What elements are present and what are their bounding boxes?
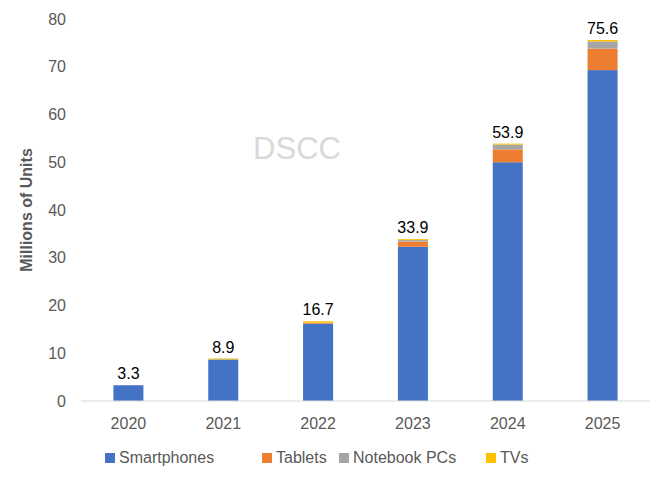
y-tick-label: 30: [48, 249, 66, 266]
y-tick: [79, 401, 81, 402]
x-tick-label: 2024: [490, 415, 526, 432]
x-tick-label: 2023: [395, 415, 431, 432]
legend-label: Notebook PCs: [353, 449, 456, 466]
y-axis-label: Millions of Units: [18, 148, 35, 272]
legend-swatch: [262, 453, 272, 463]
bar-segment: [398, 240, 428, 241]
bar-segment: [113, 385, 143, 386]
y-tick-label: 0: [57, 393, 66, 410]
bar-segment: [588, 41, 618, 48]
total-label: 33.9: [397, 219, 428, 236]
bar-segment: [398, 239, 428, 241]
y-tick-label: 70: [48, 58, 66, 75]
bar-segment: [208, 358, 238, 360]
y-tick-label: 50: [48, 154, 66, 171]
total-label: 75.6: [587, 20, 618, 37]
legend-swatch: [105, 453, 115, 463]
chart-svg: DSCC 0 10 20 30 40 50 60 70 80 Millions of Units 3.…: [0, 0, 658, 482]
legend: Smartphones Tablets Notebook PCs TVs: [105, 449, 528, 466]
y-tick: [79, 19, 81, 20]
bar-segment: [493, 145, 523, 150]
legend-label: Smartphones: [119, 449, 214, 466]
total-label: 8.9: [212, 339, 234, 356]
total-label: 3.3: [117, 365, 139, 382]
bar-segment: [113, 385, 143, 386]
bar-segment: [208, 359, 238, 401]
y-tick-label: 80: [48, 11, 66, 28]
y-tick-label: 40: [48, 202, 66, 219]
bar-segment: [303, 321, 333, 322]
y-tick-label: 10: [48, 345, 66, 362]
bar-segment: [303, 324, 333, 401]
y-tick: [79, 66, 81, 67]
bar-segment: [493, 143, 523, 145]
bar-segment: [588, 49, 618, 70]
y-tick: [79, 162, 81, 163]
x-tick-label: 2021: [205, 415, 241, 432]
bar-segment: [398, 242, 428, 247]
y-tick: [79, 210, 81, 211]
bar-segment: [493, 162, 523, 401]
chart-container: DSCC 0 10 20 30 40 50 60 70 80 Millions of Units 3.…: [0, 0, 658, 482]
x-tick-label: 2020: [111, 415, 147, 432]
bar-segment: [208, 359, 238, 360]
x-tick-label: 2022: [300, 415, 336, 432]
legend-swatch: [486, 453, 496, 463]
bar-segment: [588, 40, 618, 41]
bar-segment: [493, 149, 523, 162]
legend-label: TVs: [500, 449, 528, 466]
bar-segment: [113, 385, 143, 386]
total-label: 53.9: [492, 124, 523, 141]
y-tick-label: 60: [48, 106, 66, 123]
bar-segment: [303, 322, 333, 323]
total-label: 16.7: [303, 301, 334, 318]
bar-segment: [303, 322, 333, 324]
y-tick: [79, 257, 81, 258]
legend-label: Tablets: [276, 449, 327, 466]
x-tick-label: 2025: [585, 415, 621, 432]
watermark: DSCC: [253, 131, 341, 166]
y-tick: [79, 353, 81, 354]
y-tick-label: 20: [48, 297, 66, 314]
x-axis-line: [81, 401, 650, 402]
y-tick: [79, 114, 81, 115]
bar-segment: [588, 70, 618, 401]
legend-swatch: [339, 453, 349, 463]
bar-segment: [398, 247, 428, 401]
bars: [113, 40, 617, 401]
bar-segment: [113, 385, 143, 401]
y-tick: [79, 305, 81, 306]
bar-segment: [208, 359, 238, 360]
